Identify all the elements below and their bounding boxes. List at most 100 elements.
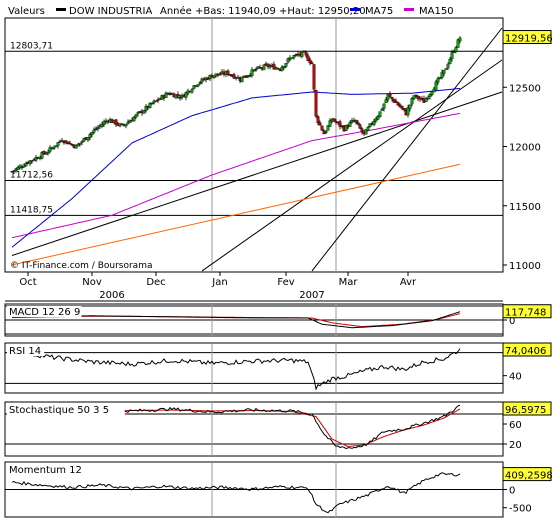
candle-body xyxy=(318,122,322,126)
candle-body xyxy=(382,103,386,109)
candle-body xyxy=(366,127,370,131)
osc-value-label-3: 409,2598 xyxy=(505,471,553,482)
candle-body xyxy=(432,88,436,93)
candle-body xyxy=(156,99,160,101)
candle-body xyxy=(446,64,450,69)
candle-body xyxy=(430,91,434,95)
candle-body xyxy=(320,125,324,131)
candle-body xyxy=(120,123,124,125)
candle-body xyxy=(96,127,100,129)
candle-body xyxy=(80,141,84,143)
osc-y-tick-label-3-1: -500 xyxy=(509,504,532,515)
candle-body xyxy=(372,120,376,126)
candle-body xyxy=(42,151,46,154)
candle-body xyxy=(22,165,26,168)
candle-body xyxy=(252,69,256,72)
candle-body xyxy=(144,106,148,111)
last-value-label: 12919,56 xyxy=(505,34,553,45)
candle-body xyxy=(426,97,430,100)
osc-value-box-3 xyxy=(502,467,552,482)
osc-value-label-0: 117,748 xyxy=(505,308,546,319)
candle-body xyxy=(44,153,48,155)
osc-main-line-1 xyxy=(11,348,461,391)
candle-body xyxy=(254,68,258,71)
osc-title-bg-1 xyxy=(7,345,45,356)
osc-value-box-1 xyxy=(502,342,552,357)
candle-body xyxy=(390,96,394,100)
osc-value-label-1: 74,0406 xyxy=(505,346,546,357)
candle-body xyxy=(314,90,318,117)
candle-body xyxy=(384,99,388,104)
x-month-label-3: Jan xyxy=(211,277,227,288)
x-month-label-4: Fev xyxy=(277,277,294,288)
candle-body xyxy=(52,147,56,149)
ma75-legend-label: MA75 xyxy=(365,6,393,17)
candle-body xyxy=(396,102,400,106)
candle-body xyxy=(402,107,406,110)
candle-body xyxy=(326,125,330,131)
support-label-2: 11418,75 xyxy=(10,205,53,215)
candle-body xyxy=(258,66,262,69)
candle-body xyxy=(410,98,414,105)
candle-body xyxy=(64,140,68,142)
y-tick-label-2: 12000 xyxy=(509,143,541,154)
candle-body xyxy=(340,125,344,127)
osc-title-3: Momentum 12 xyxy=(9,465,82,476)
candle-body xyxy=(434,81,438,91)
candle-body xyxy=(192,85,196,89)
candle-body xyxy=(136,112,140,114)
candle-body xyxy=(244,76,248,78)
candle-body xyxy=(10,171,14,173)
candle-body xyxy=(344,125,348,132)
candle-body xyxy=(74,144,78,149)
candle-body xyxy=(458,37,462,42)
candle-body xyxy=(452,51,456,54)
candle-body xyxy=(306,55,310,61)
y-tick-label-0: 11000 xyxy=(509,261,541,272)
candle-body xyxy=(414,94,418,97)
candle-body xyxy=(286,58,290,63)
candle-body xyxy=(376,115,380,120)
candle-body xyxy=(40,152,44,159)
candle-body xyxy=(142,110,146,114)
candle-body xyxy=(94,128,98,130)
candle-body xyxy=(68,143,72,145)
candle-body xyxy=(62,141,66,144)
trend-line-support-1 xyxy=(11,91,503,256)
osc-title-bg-2 xyxy=(7,404,125,415)
instrument-label: DOW INDUSTRIA xyxy=(69,6,152,17)
candle-body xyxy=(374,118,378,122)
x-month-label-2: Dec xyxy=(146,277,165,288)
candle-body xyxy=(276,68,280,70)
candle-body xyxy=(154,100,158,102)
osc-title-1: RSI 14 xyxy=(9,346,41,357)
osc-y-tick-label-3-0: 0 xyxy=(509,486,515,497)
candle-body xyxy=(28,160,32,165)
candle-body xyxy=(152,100,156,104)
candle-body xyxy=(448,59,452,64)
candle-body xyxy=(198,82,202,84)
candle-body xyxy=(308,59,312,64)
osc-title-2: Stochastique 50 3 5 xyxy=(9,405,109,416)
candle-body xyxy=(358,124,362,129)
trend-line-support-3 xyxy=(311,27,503,272)
x-year-label-1: 2007 xyxy=(299,290,324,301)
candle-body xyxy=(196,84,200,87)
candle-body xyxy=(178,97,182,99)
candle-body xyxy=(304,52,308,56)
ma75-legend-swatch xyxy=(350,8,360,11)
ma150-legend-swatch xyxy=(404,8,414,11)
candle-body xyxy=(54,145,58,147)
osc-title-0: MACD 12 26 9 xyxy=(9,307,80,318)
candle-body xyxy=(148,102,152,108)
candle-body xyxy=(416,95,420,99)
candle-body xyxy=(150,102,154,105)
candle-body xyxy=(290,57,294,59)
candle-body xyxy=(114,119,118,126)
osc-title-bg-3 xyxy=(7,464,76,475)
candle-body xyxy=(132,116,136,122)
candle-body xyxy=(386,94,390,100)
candle-body xyxy=(164,92,168,98)
candle-body xyxy=(126,121,130,125)
